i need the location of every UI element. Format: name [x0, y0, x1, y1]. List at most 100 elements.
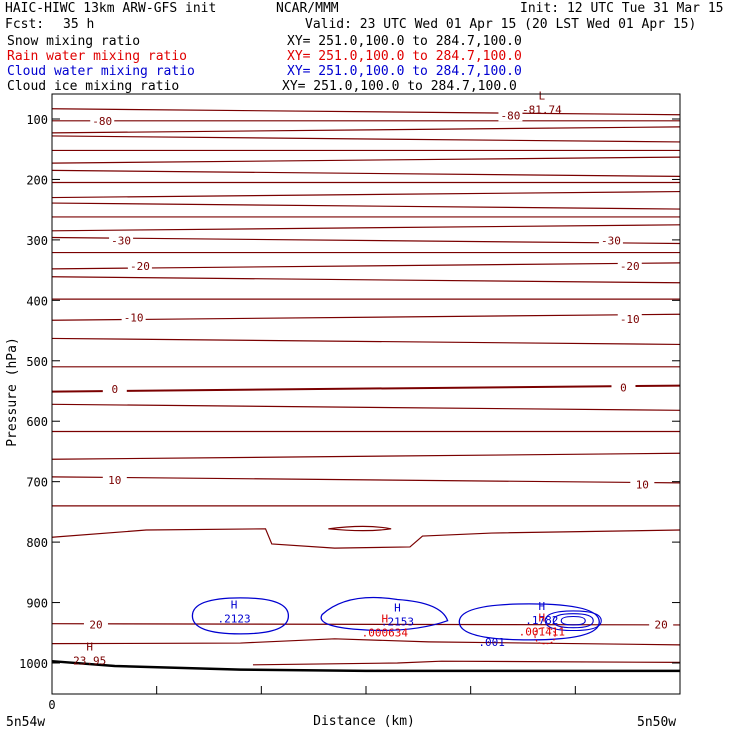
isotherm-lines	[51, 108, 681, 673]
extremum-marker: L	[539, 90, 546, 103]
extremum-value: -81.74	[522, 104, 562, 117]
field-xy-snow: XY= 251.0,100.0 to 284.7,100.0	[287, 34, 522, 49]
init-time: Init: 12 UTC Tue 31 Mar 15	[520, 1, 724, 16]
isotherm-line	[51, 262, 681, 270]
isotherm-label-bg	[121, 311, 146, 324]
isotherm-label: 0	[111, 383, 118, 396]
isotherm-line	[51, 337, 681, 346]
field-name-cloud-water: Cloud water mixing ratio	[7, 64, 195, 79]
isotherm-label-bg	[83, 618, 108, 631]
isotherm-label: 10	[636, 479, 649, 492]
isotherm-line	[51, 224, 681, 232]
extremum-value: 23.95	[73, 654, 106, 667]
isotherm-label-bg	[90, 114, 115, 127]
isotherm-line	[51, 190, 681, 199]
extremum-marker: H	[539, 611, 546, 624]
isotherm-label: -20	[620, 260, 640, 273]
y-tick-label: 600	[26, 415, 48, 429]
y-tick-label: 500	[26, 355, 48, 369]
isotherm-label: -80	[92, 115, 112, 128]
y-tick-label: 100	[26, 113, 48, 127]
isotherm-line	[51, 452, 681, 460]
isotherm-line	[51, 384, 681, 393]
isotherm-label: 20	[89, 618, 102, 631]
isotherm-label-bg	[102, 383, 127, 396]
y-axis-label: Pressure (hPa)	[5, 337, 20, 447]
extremum-marker: H	[86, 640, 93, 653]
isotherm-label-bg	[617, 313, 642, 326]
extremum-value: .000634	[362, 627, 409, 640]
isotherm-label: -10	[620, 313, 640, 326]
isotherm-line	[51, 528, 681, 549]
forecast-label: Fcst:	[5, 17, 45, 32]
isotherm-line	[51, 108, 681, 116]
cloud-water-contour	[320, 596, 449, 632]
isotherm-label: -30	[601, 234, 621, 247]
isotherm-label-bg	[498, 109, 523, 122]
extremum-value: .2153	[381, 616, 414, 629]
isotherm-label-bg	[649, 618, 674, 631]
isotherm-line	[51, 623, 681, 626]
isotherm-line	[51, 135, 681, 143]
isotherm-label-bg	[598, 234, 623, 247]
isotherm-line	[51, 313, 681, 321]
isotherm-label-bg	[611, 381, 636, 394]
isotherm-label-bg	[102, 473, 127, 486]
isotherm-label-bg	[617, 259, 642, 272]
isotherm-label: 20	[655, 618, 668, 631]
isotherm-label: -30	[111, 234, 131, 247]
cloud-contour-label: .001	[478, 636, 505, 649]
isotherm-label-bg	[630, 478, 655, 491]
isotherm-label: -80	[501, 109, 521, 122]
isotherm-label: 0	[620, 381, 627, 394]
isotherm-line	[51, 403, 681, 411]
isotherm-line	[328, 525, 392, 532]
field-name-cloud-ice: Cloud ice mixing ratio	[7, 79, 180, 94]
isotherm-line	[252, 660, 681, 666]
isotherm-label-bg	[127, 259, 152, 272]
extremum-marker: H	[382, 613, 389, 626]
x-axis-start: 0	[48, 698, 55, 712]
x-axis-label: Distance (km)	[313, 714, 415, 729]
field-name-snow: Snow mixing ratio	[7, 34, 141, 49]
cloud-water-contour	[458, 603, 600, 641]
extremum-value: .2123	[218, 613, 251, 626]
surface-pressure-line	[51, 659, 680, 673]
isotherm-line	[51, 236, 681, 245]
isotherm-line	[51, 476, 681, 484]
org-label: NCAR/MMM	[276, 1, 339, 16]
y-tick-label: 800	[26, 536, 48, 550]
extremum-value: .001411	[519, 625, 565, 638]
field-name-rain: Rain water mixing ratio	[7, 49, 188, 64]
cloud-water-contour	[544, 610, 602, 632]
x-left-location: 5n54w	[6, 715, 45, 730]
isotherm-label: -10	[124, 311, 144, 324]
isotherm-line	[51, 169, 681, 177]
isotherm-label-bg	[109, 234, 134, 247]
y-tick-label: 900	[26, 597, 48, 611]
rain-water-contour	[534, 627, 556, 645]
isotherm-line	[51, 276, 681, 284]
extremum-marker: H	[539, 600, 546, 613]
cloud-water-contours	[191, 596, 602, 645]
y-tick-label: 300	[26, 234, 48, 248]
extremum-marker: H	[231, 599, 238, 612]
cloud-water-contour	[560, 615, 586, 626]
valid-time: Valid: 23 UTC Wed 01 Apr 15 (20 LST Wed …	[305, 17, 697, 32]
cloud-water-contour	[191, 597, 290, 635]
isotherm-label: -20	[130, 260, 150, 273]
isotherm-line	[51, 202, 681, 210]
model-title: HAIC-HIWC 13km ARW-GFS init	[5, 1, 217, 16]
isotherm-line	[51, 126, 681, 134]
extremum-marker: H	[394, 602, 401, 615]
isotherm-label: 10	[108, 474, 121, 487]
isotherm-line	[51, 638, 681, 646]
field-xy-rain: XY= 251.0,100.0 to 284.7,100.0	[287, 49, 522, 64]
y-tick-label: 200	[26, 173, 48, 187]
y-tick-label: 400	[26, 294, 48, 308]
cloud-water-contour	[552, 613, 594, 629]
field-xy-cloud-ice: XY= 251.0,100.0 to 284.7,100.0	[282, 79, 517, 94]
plot-border	[51, 93, 681, 695]
